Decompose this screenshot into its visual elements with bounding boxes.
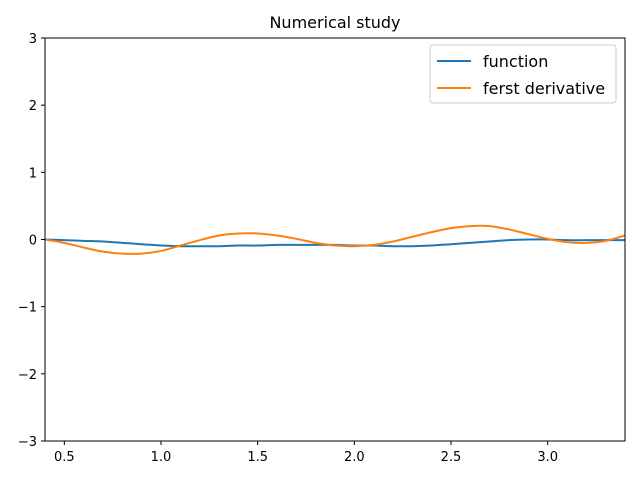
- legend-box: [429, 44, 617, 104]
- x-tick-label: 3.0: [537, 450, 558, 465]
- x-tick-label: 1.5: [247, 450, 268, 465]
- y-tick-label: −2: [18, 368, 37, 383]
- legend-label: function: [483, 52, 548, 71]
- y-tick-label: 2: [29, 99, 37, 114]
- y-tick-label: 0: [29, 234, 37, 249]
- y-tick-label: −3: [18, 435, 37, 450]
- y-tick-label: 3: [29, 32, 37, 47]
- plot-lines: [45, 224, 625, 255]
- axes: 0.5 1.0 1.5 2.0 2.5 3.0 −3 −2 −1 0 1 2 3: [18, 32, 626, 465]
- x-tick-label: 0.5: [54, 450, 75, 465]
- x-tick-label: 2.0: [344, 450, 365, 465]
- legend: function ferst derivative: [429, 44, 617, 104]
- chart-title: Numerical study: [269, 13, 400, 32]
- x-tick-label: 2.5: [441, 450, 462, 465]
- y-tick-label: 1: [29, 166, 37, 181]
- y-tick-label: −1: [18, 301, 37, 316]
- x-tick-label: 1.0: [151, 450, 172, 465]
- series-line-2: [45, 224, 625, 255]
- legend-label: ferst derivative: [483, 79, 605, 98]
